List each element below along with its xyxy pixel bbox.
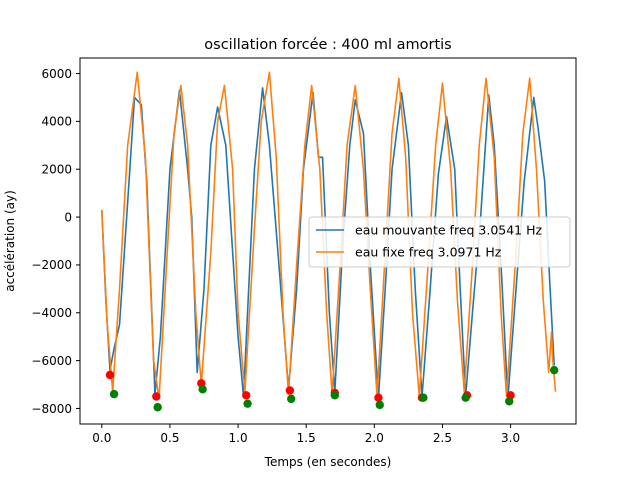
y-tick-label-7: 4000 (41, 115, 72, 129)
x-tick-label-3: 1.0 (229, 431, 248, 445)
marker-series-3-1 (105, 370, 115, 380)
x-tick-label-4: 1.5 (297, 431, 316, 445)
x-tick-label-7: 3.0 (501, 431, 520, 445)
legend-entry-series-1: eau mouvante freq 3.0541 Hz (355, 223, 543, 238)
series-line-2 (101, 71, 557, 400)
marker-series-4-6 (330, 391, 340, 400)
marker-layer (105, 365, 559, 412)
y-tick-label-3: −4000 (31, 306, 72, 320)
marker-series-4-7 (375, 400, 384, 410)
y-tick-label-6: 2000 (41, 163, 72, 177)
marker-series-4-11 (550, 365, 559, 375)
plot-frame (79, 57, 577, 425)
x-tick-label-1: 0.0 (92, 431, 111, 445)
y-axis-ticks: −8000 −6000 −4000 −2000 0 2000 4000 6000 (31, 67, 80, 416)
marker-series-3-4 (242, 391, 251, 400)
y-tick-label-5: 0 (64, 210, 72, 224)
y-tick-label-8: 6000 (41, 67, 72, 81)
x-tick-label-6: 2.5 (433, 431, 452, 445)
legend-box (308, 216, 571, 268)
marker-series-3-7 (374, 393, 383, 402)
marker-series-4-8 (419, 393, 428, 402)
marker-series-4-1 (109, 389, 119, 399)
x-axis-ticks: 0.0 0.5 1.0 1.5 2.0 2.5 3.0 (92, 424, 520, 445)
marker-series-4-4 (243, 399, 252, 408)
y-tick-label-4: −2000 (31, 258, 72, 272)
marker-series-3-2 (152, 392, 161, 401)
x-axis-label: Temps (en secondes) (264, 455, 392, 469)
chart-title: oscillation forcée : 400 ml amortis (204, 37, 451, 53)
y-tick-label-1: −8000 (31, 402, 72, 416)
y-tick-label-2: −6000 (31, 354, 72, 368)
marker-series-3-5 (285, 386, 295, 395)
series-layer (101, 71, 557, 400)
x-tick-label-2: 0.5 (160, 431, 179, 445)
marker-series-4-5 (287, 394, 296, 404)
y-axis-label: accélération (ay) (3, 190, 17, 292)
marker-series-4-2 (153, 403, 162, 412)
legend-entry-series-2: eau fixe freq 3.0971 Hz (355, 245, 502, 260)
marker-series-4-3 (198, 385, 207, 394)
x-tick-label-5: 2.0 (365, 431, 384, 445)
series-line-1 (101, 87, 555, 400)
marker-series-4-9 (461, 393, 470, 402)
marker-series-4-10 (505, 397, 514, 406)
legend: eau mouvante freq 3.0541 Hz eau fixe fre… (308, 216, 571, 268)
